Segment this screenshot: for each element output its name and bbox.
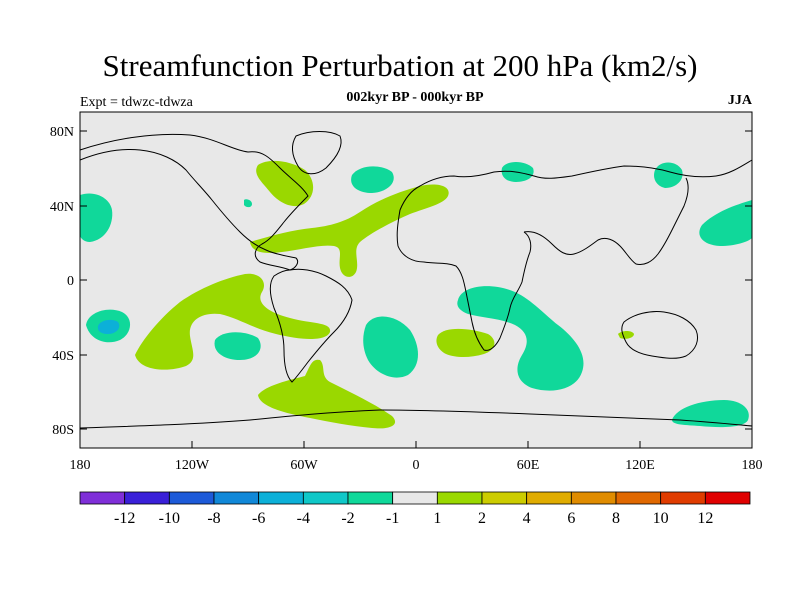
- colorbar-swatch: [124, 491, 170, 505]
- colorbar-label: -6: [252, 510, 265, 527]
- colorbar-label: -4: [297, 510, 310, 527]
- anomaly-region-south-pacific-band: [135, 273, 331, 370]
- latitude-axis: [80, 130, 752, 430]
- lat-label-40s: 40S: [52, 349, 74, 364]
- coast-australia: [621, 311, 699, 359]
- map-background: [80, 112, 752, 448]
- coast-north-america: [79, 133, 309, 271]
- lon-label-0: 0: [413, 458, 420, 473]
- colorbar-label: 4: [523, 510, 531, 527]
- coast-greenland: [291, 131, 342, 175]
- anomaly-region-east-siberia: [654, 162, 683, 188]
- lat-label-80s: 80S: [52, 423, 74, 438]
- lat-label-80n: 80N: [50, 125, 74, 140]
- colorbar-swatch: [302, 491, 349, 505]
- anomaly-region-north-pacific-east: [699, 200, 752, 246]
- colorbar-label: -8: [207, 510, 220, 527]
- colorbar-label: 2: [478, 510, 486, 527]
- colorbar-swatch: [570, 491, 617, 505]
- colorbar-swatch: [436, 491, 483, 505]
- colorbar-swatch: [392, 491, 438, 505]
- colorbar-swatch: [213, 491, 260, 505]
- coast-south-america: [269, 268, 353, 383]
- colorbar-swatch: [79, 491, 126, 505]
- lon-label-120w: 120W: [175, 458, 210, 473]
- longitude-axis: [79, 441, 753, 448]
- colorbar-labels: -12 -10 -8 -6 -4 -2 -1 1 2 4 6 8 10 12: [114, 510, 713, 527]
- colorbar-label: -2: [341, 510, 354, 527]
- colorbar-label: 1: [433, 510, 441, 527]
- experiment-label: Expt = tdwzc-tdwza: [80, 95, 193, 110]
- colorbar-label: -10: [159, 510, 180, 527]
- colorbar-swatch: [258, 491, 304, 505]
- anomaly-core-south-pacific: [97, 319, 120, 334]
- colorbar-label: 6: [567, 510, 575, 527]
- coast-antarctica: [79, 409, 753, 429]
- anomaly-region-indian-ocean: [457, 286, 584, 391]
- colorbar-swatch: [526, 491, 572, 505]
- coast-asia: [523, 177, 689, 265]
- colorbar-swatch: [615, 491, 662, 505]
- lat-label-0: 0: [67, 274, 74, 289]
- colorbar-label: 12: [697, 510, 713, 527]
- anomaly-region-south-pacific-east: [214, 332, 261, 360]
- colorbar-swatch: [347, 491, 394, 505]
- colorbar-label: 10: [653, 510, 669, 527]
- colorbar-swatch: [481, 491, 528, 505]
- chart-title: Streamfunction Perturbation at 200 hPa (…: [102, 48, 698, 83]
- lon-label-180e: 180: [742, 458, 763, 473]
- anomaly-region-north-atlantic: [351, 166, 394, 193]
- colorbar-swatch: [660, 491, 706, 505]
- anomaly-region-atlantic-band: [250, 184, 449, 277]
- anomaly-region-north-america: [256, 160, 314, 207]
- colorbar-swatch: [168, 491, 215, 505]
- lon-label-120e: 120E: [625, 458, 655, 473]
- colorbar: [79, 491, 751, 505]
- chart-subtitle: 002kyr BP - 000kyr BP: [346, 90, 484, 105]
- anomaly-region-na-pacific: [80, 193, 113, 242]
- lon-label-180w: 180: [70, 458, 91, 473]
- coastlines: [79, 131, 753, 429]
- coast-europe-africa: [396, 159, 753, 351]
- lon-label-60e: 60E: [517, 458, 540, 473]
- anomaly-region-south-atlantic: [363, 316, 418, 378]
- colorbar-swatch: [704, 491, 751, 505]
- anomaly-region-south-africa: [436, 328, 495, 357]
- colorbar-label: -12: [114, 510, 135, 527]
- colorbar-label: 8: [612, 510, 620, 527]
- anomaly-region-greenland: [244, 199, 252, 208]
- colorbar-label: -1: [386, 510, 399, 527]
- season-label: JJA: [727, 93, 752, 108]
- lat-label-40n: 40N: [50, 200, 74, 215]
- lon-label-60w: 60W: [290, 458, 318, 473]
